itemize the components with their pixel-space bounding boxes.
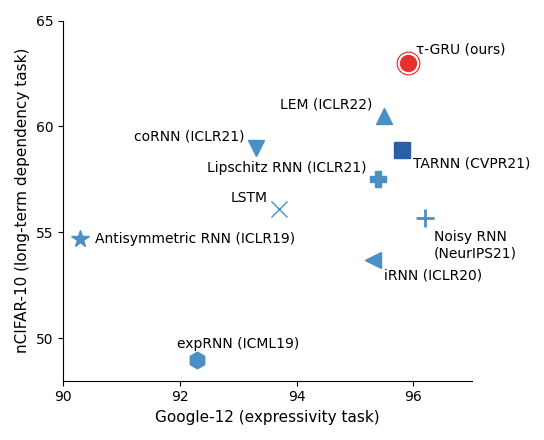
Text: Noisy RNN
(NeurIPS21): Noisy RNN (NeurIPS21) xyxy=(434,230,517,260)
Text: τ-GRU (ours): τ-GRU (ours) xyxy=(416,43,506,56)
Text: Antisymmetric RNN (ICLR19): Antisymmetric RNN (ICLR19) xyxy=(95,232,295,246)
Y-axis label: nCIFAR-10 (long-term dependency task): nCIFAR-10 (long-term dependency task) xyxy=(15,48,30,353)
Text: coRNN (ICLR21): coRNN (ICLR21) xyxy=(133,129,244,143)
X-axis label: Google-12 (expressivity task): Google-12 (expressivity task) xyxy=(155,410,380,425)
Text: LEM (ICLR22): LEM (ICLR22) xyxy=(280,98,373,112)
Text: Lipschitz RNN (ICLR21): Lipschitz RNN (ICLR21) xyxy=(207,161,367,175)
Text: TARNN (CVPR21): TARNN (CVPR21) xyxy=(413,156,531,170)
Text: iRNN (ICLR20): iRNN (ICLR20) xyxy=(384,268,483,282)
Text: LSTM: LSTM xyxy=(230,191,268,205)
Text: expRNN (ICML19): expRNN (ICML19) xyxy=(177,337,299,351)
